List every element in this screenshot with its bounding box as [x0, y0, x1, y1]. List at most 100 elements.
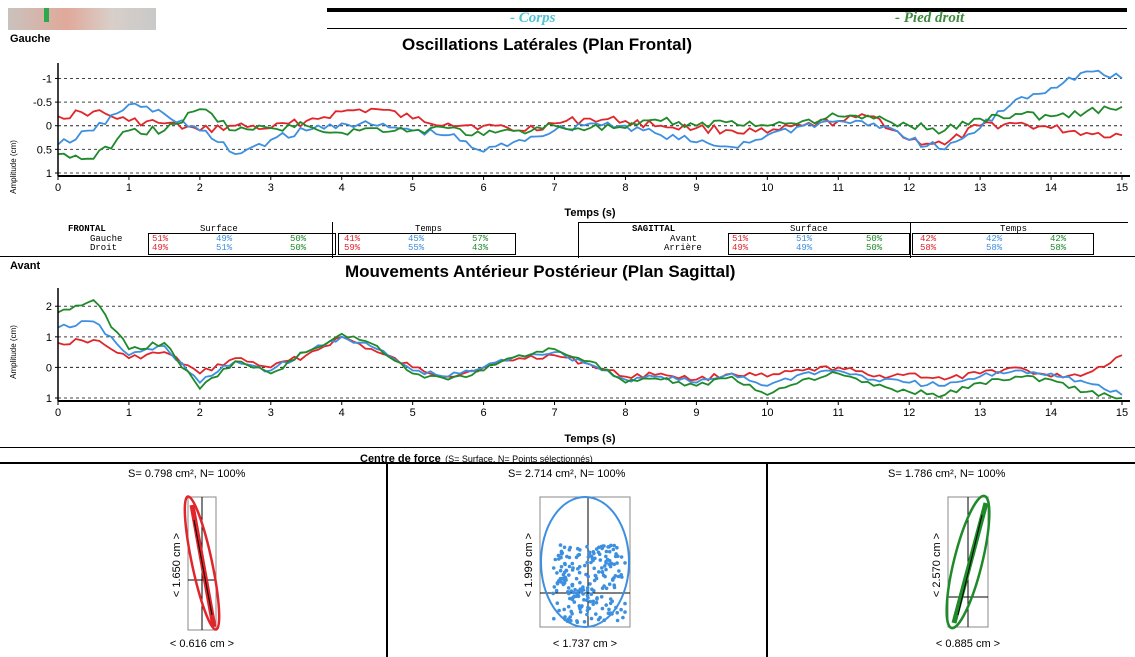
frontal-xtick-label: 5 — [410, 182, 416, 194]
frontal-chart-title: Oscillations Latérales (Plan Frontal) — [402, 35, 693, 54]
sagittal-temps-r1c3: 42% — [1050, 234, 1067, 244]
cof-point — [616, 574, 621, 579]
cof-point — [558, 543, 563, 547]
sagittal-temps-r1c2: 42% — [986, 234, 1003, 244]
frontal-series-green — [57, 105, 1123, 161]
cof-point — [558, 568, 563, 573]
cof-point — [597, 552, 602, 557]
cof-point — [600, 566, 604, 570]
cof-point — [568, 615, 572, 619]
cof-point — [621, 615, 625, 620]
frontal-series-red — [57, 107, 1123, 146]
cof-point — [567, 573, 571, 577]
frontal-xlabel: Temps (s) — [564, 207, 615, 219]
legend-strip — [327, 12, 1127, 29]
cof-point — [604, 549, 609, 554]
cof-point — [589, 592, 594, 596]
centre-force-subtitle: (S= Surface, N= Points sélectionnés) — [445, 454, 593, 464]
cof-point — [607, 607, 611, 612]
cof-point — [586, 605, 590, 610]
cof-point — [552, 585, 557, 589]
sagittal-row-arriere: Arrière — [664, 243, 702, 253]
cof-point — [604, 554, 608, 559]
frontal-ytick-label: 0.5 — [37, 144, 52, 156]
cof-point — [582, 620, 587, 624]
sagittal-xtick-label: 5 — [410, 407, 416, 419]
frontal-surf-r2c3: 50% — [290, 243, 307, 253]
cof-point — [581, 588, 586, 592]
frontal-temps-box — [338, 233, 516, 255]
frontal-xtick-label: 6 — [481, 182, 487, 194]
section-divider-2 — [0, 447, 1135, 448]
cof-point — [607, 549, 612, 554]
frontal-xtick-label: 3 — [268, 182, 274, 194]
section-divider-3 — [0, 462, 1135, 464]
cof-point — [584, 572, 588, 577]
cof-point — [553, 557, 558, 562]
sagittal-xtick-label: 7 — [551, 407, 557, 419]
cof-point — [563, 576, 568, 581]
cof-point — [565, 619, 570, 623]
header-bar — [327, 8, 1127, 12]
sagittal-xtick-label: 0 — [55, 407, 61, 419]
cof-panel-1-width: < 0.616 cm > — [170, 638, 234, 650]
frontal-surface-header: Surface — [200, 224, 238, 234]
cof-point — [557, 608, 561, 613]
cof-point — [608, 597, 613, 601]
cof-point — [611, 547, 616, 552]
cof-point — [620, 575, 624, 579]
cof-panel-2-width: < 1.737 cm > — [553, 638, 617, 650]
frontal-xtick-label: 4 — [339, 182, 345, 194]
panel-divider-2 — [766, 462, 768, 657]
cof-point — [619, 555, 624, 559]
sagittal-table-top-line — [578, 222, 1128, 223]
thumbnail-marker — [44, 8, 49, 22]
cof-point — [602, 618, 606, 622]
cof-point — [598, 558, 603, 562]
cof-point — [556, 553, 561, 558]
cof-point — [608, 611, 613, 615]
cof-point — [559, 565, 564, 569]
frontal-surface-box — [148, 233, 336, 255]
cof-point — [612, 583, 616, 587]
cof-point — [613, 574, 618, 578]
cof-point — [601, 573, 606, 578]
cof-point — [572, 600, 577, 604]
cof-point — [585, 560, 589, 565]
cof-point — [603, 564, 607, 568]
cof-panel-3-plot: < 2.570 cm > < 0.885 cm > — [931, 494, 1000, 650]
cof-point — [600, 546, 604, 551]
sagittal-ytick-label: 1 — [46, 393, 52, 405]
cof-panel-1-plot: < 1.650 cm > < 0.616 cm > — [170, 495, 234, 650]
frontal-xtick-label: 1 — [126, 182, 132, 194]
cof-point — [572, 590, 576, 595]
frontal-ytick-label: 0 — [46, 121, 52, 133]
cof-point — [551, 566, 556, 570]
cof-panel-3-stats: S= 1.786 cm², N= 100% — [888, 468, 1006, 480]
frontal-xtick-label: 8 — [622, 182, 628, 194]
cof-point — [585, 544, 589, 549]
cof-point — [615, 561, 619, 565]
cof-point — [585, 588, 590, 593]
cof-point — [599, 595, 604, 599]
cof-point — [612, 562, 616, 567]
frontal-surf-r1c2: 49% — [216, 234, 233, 244]
sagittal-xtick-label: 14 — [1045, 407, 1057, 419]
sagittal-grid — [58, 305, 1122, 399]
sagittal-xlabel: Temps (s) — [564, 433, 615, 445]
frontal-xtick-label: 9 — [693, 182, 699, 194]
cof-point — [573, 587, 577, 592]
cof-point — [578, 548, 582, 552]
sagittal-xtick-label: 2 — [197, 407, 203, 419]
frontal-xtick-label: 2 — [197, 182, 203, 194]
cof-point — [623, 601, 627, 606]
sagittal-ytick-label: 1 — [46, 332, 52, 344]
sagittal-series-green — [57, 299, 1123, 400]
cof-point — [610, 578, 615, 582]
cof-point — [567, 555, 572, 560]
cof-point — [551, 591, 555, 596]
frontal-divider — [332, 222, 333, 258]
cof-point — [555, 581, 560, 586]
cof-point — [614, 605, 618, 610]
